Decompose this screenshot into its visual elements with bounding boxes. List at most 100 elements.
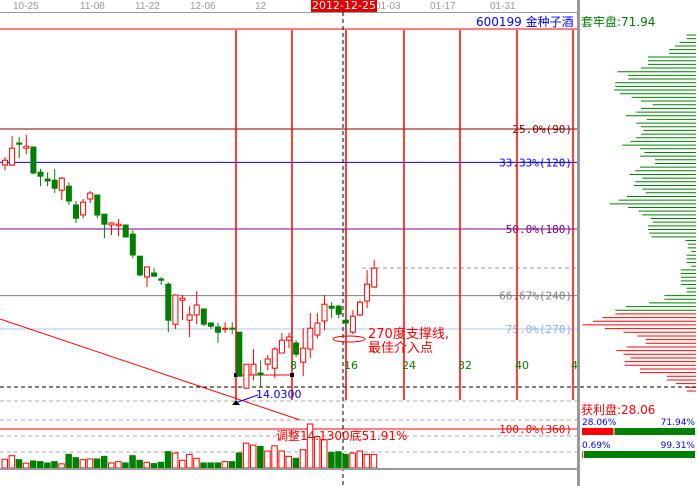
volume-bar — [278, 450, 285, 469]
date-tick: 12 — [255, 1, 267, 12]
candle-body — [9, 147, 16, 166]
candle-body — [243, 363, 250, 389]
volume-bar — [93, 458, 101, 469]
volume-bar — [235, 452, 243, 469]
volume-bar — [22, 462, 30, 469]
volume-bar — [257, 445, 264, 469]
candle-body — [51, 179, 58, 189]
candle-body — [94, 194, 101, 216]
candle-body — [335, 305, 342, 315]
volume-bar — [363, 453, 371, 469]
support-note-line2: 最佳介入点 — [368, 341, 434, 356]
bar1-right-pct: 71.94% — [660, 418, 695, 428]
stock-title: 600199 金种子酒 — [476, 13, 574, 30]
volume-bar — [136, 459, 143, 469]
candle-body — [65, 185, 72, 202]
volume-bar — [328, 451, 335, 469]
candle-body — [151, 272, 158, 277]
candle-body — [357, 301, 363, 316]
profit-ratio-bar — [582, 428, 614, 435]
candle-body — [165, 283, 172, 321]
candle-body — [108, 222, 115, 226]
volume-bar — [129, 455, 136, 469]
volume-bar — [86, 458, 94, 469]
cycle-label: 16 — [344, 359, 358, 372]
volume-bar — [65, 453, 72, 469]
volume-bar — [58, 463, 65, 469]
candle-body — [37, 171, 44, 177]
candle-body — [278, 339, 285, 354]
candle-body — [236, 331, 243, 377]
profit-chips-label: 获利盘:28.06 — [581, 403, 656, 417]
volume-bar — [171, 452, 179, 469]
volume-bar — [299, 449, 307, 469]
candle-body — [16, 142, 23, 145]
volume-bar — [342, 453, 349, 469]
candle-body — [122, 224, 129, 238]
candle-body — [364, 283, 371, 302]
volume-bar — [72, 457, 79, 469]
candle-body — [229, 327, 236, 330]
volume-bar — [356, 450, 363, 469]
date-tick: 01-31 — [490, 1, 516, 12]
date-tick: 10-25 — [13, 1, 39, 12]
low-marker-icon — [232, 400, 240, 405]
volume-bar — [15, 459, 23, 469]
date-tick: 11-08 — [80, 1, 105, 12]
support-ellipse — [332, 335, 366, 343]
volume-bar — [143, 461, 150, 469]
volume-bar — [100, 455, 108, 469]
volume-bar — [250, 444, 257, 469]
volume-bar — [37, 461, 44, 469]
volume-bar — [150, 463, 158, 469]
volume-bar — [115, 461, 122, 469]
adjust-annotation: 调整14.1300底51.91% — [276, 429, 408, 443]
gann-level-label: 100.0%(360) — [499, 423, 572, 436]
cycle-label: 32 — [458, 359, 472, 372]
candle-body — [250, 363, 257, 376]
candle-body — [314, 322, 321, 336]
candle-body — [73, 204, 79, 219]
date-tick: 11-22 — [135, 1, 160, 12]
candle-body — [158, 278, 165, 281]
candle-body — [321, 303, 328, 322]
low-price-label: 14.0300 — [256, 388, 302, 401]
candle-body — [144, 266, 150, 278]
volume-bar — [164, 451, 172, 469]
cycle-label: 40 — [515, 359, 529, 372]
gann-level-label: 75.0%(270) — [506, 323, 572, 336]
volume-bar — [214, 462, 221, 469]
trapped-ratio-bar-2 — [583, 451, 695, 458]
volume-bar — [271, 445, 278, 469]
candle-body — [328, 305, 335, 309]
volume-bar — [79, 459, 87, 469]
bar2-right-pct: 99.31% — [660, 441, 695, 451]
candle-body — [271, 348, 278, 369]
volume-bar — [370, 453, 378, 469]
volume-bar — [29, 460, 37, 469]
profit-ratio-bar-2 — [582, 451, 583, 458]
candle-body — [186, 314, 193, 321]
volume-bar — [8, 455, 16, 469]
candle-body — [222, 327, 229, 330]
candle-body — [286, 336, 292, 341]
volume-bar — [285, 455, 292, 469]
stock-name: 金种子酒 — [525, 15, 574, 29]
volume-bar — [349, 452, 356, 469]
candle-body — [87, 192, 94, 200]
candle-body — [307, 327, 314, 350]
candle-body — [80, 201, 87, 216]
candle-body — [257, 372, 264, 376]
volume-bar — [122, 462, 129, 469]
gann-level-label: 25.0%(90) — [512, 123, 572, 136]
date-tick: 01-17 — [430, 1, 456, 12]
candle-body — [207, 322, 214, 327]
candle-body — [115, 223, 122, 227]
bar1-left-pct: 28.06% — [582, 418, 617, 428]
low-pointer-line — [237, 394, 259, 403]
volume-bar — [108, 462, 115, 469]
candle-body — [342, 319, 349, 324]
trapped-ratio-bar — [614, 428, 695, 435]
